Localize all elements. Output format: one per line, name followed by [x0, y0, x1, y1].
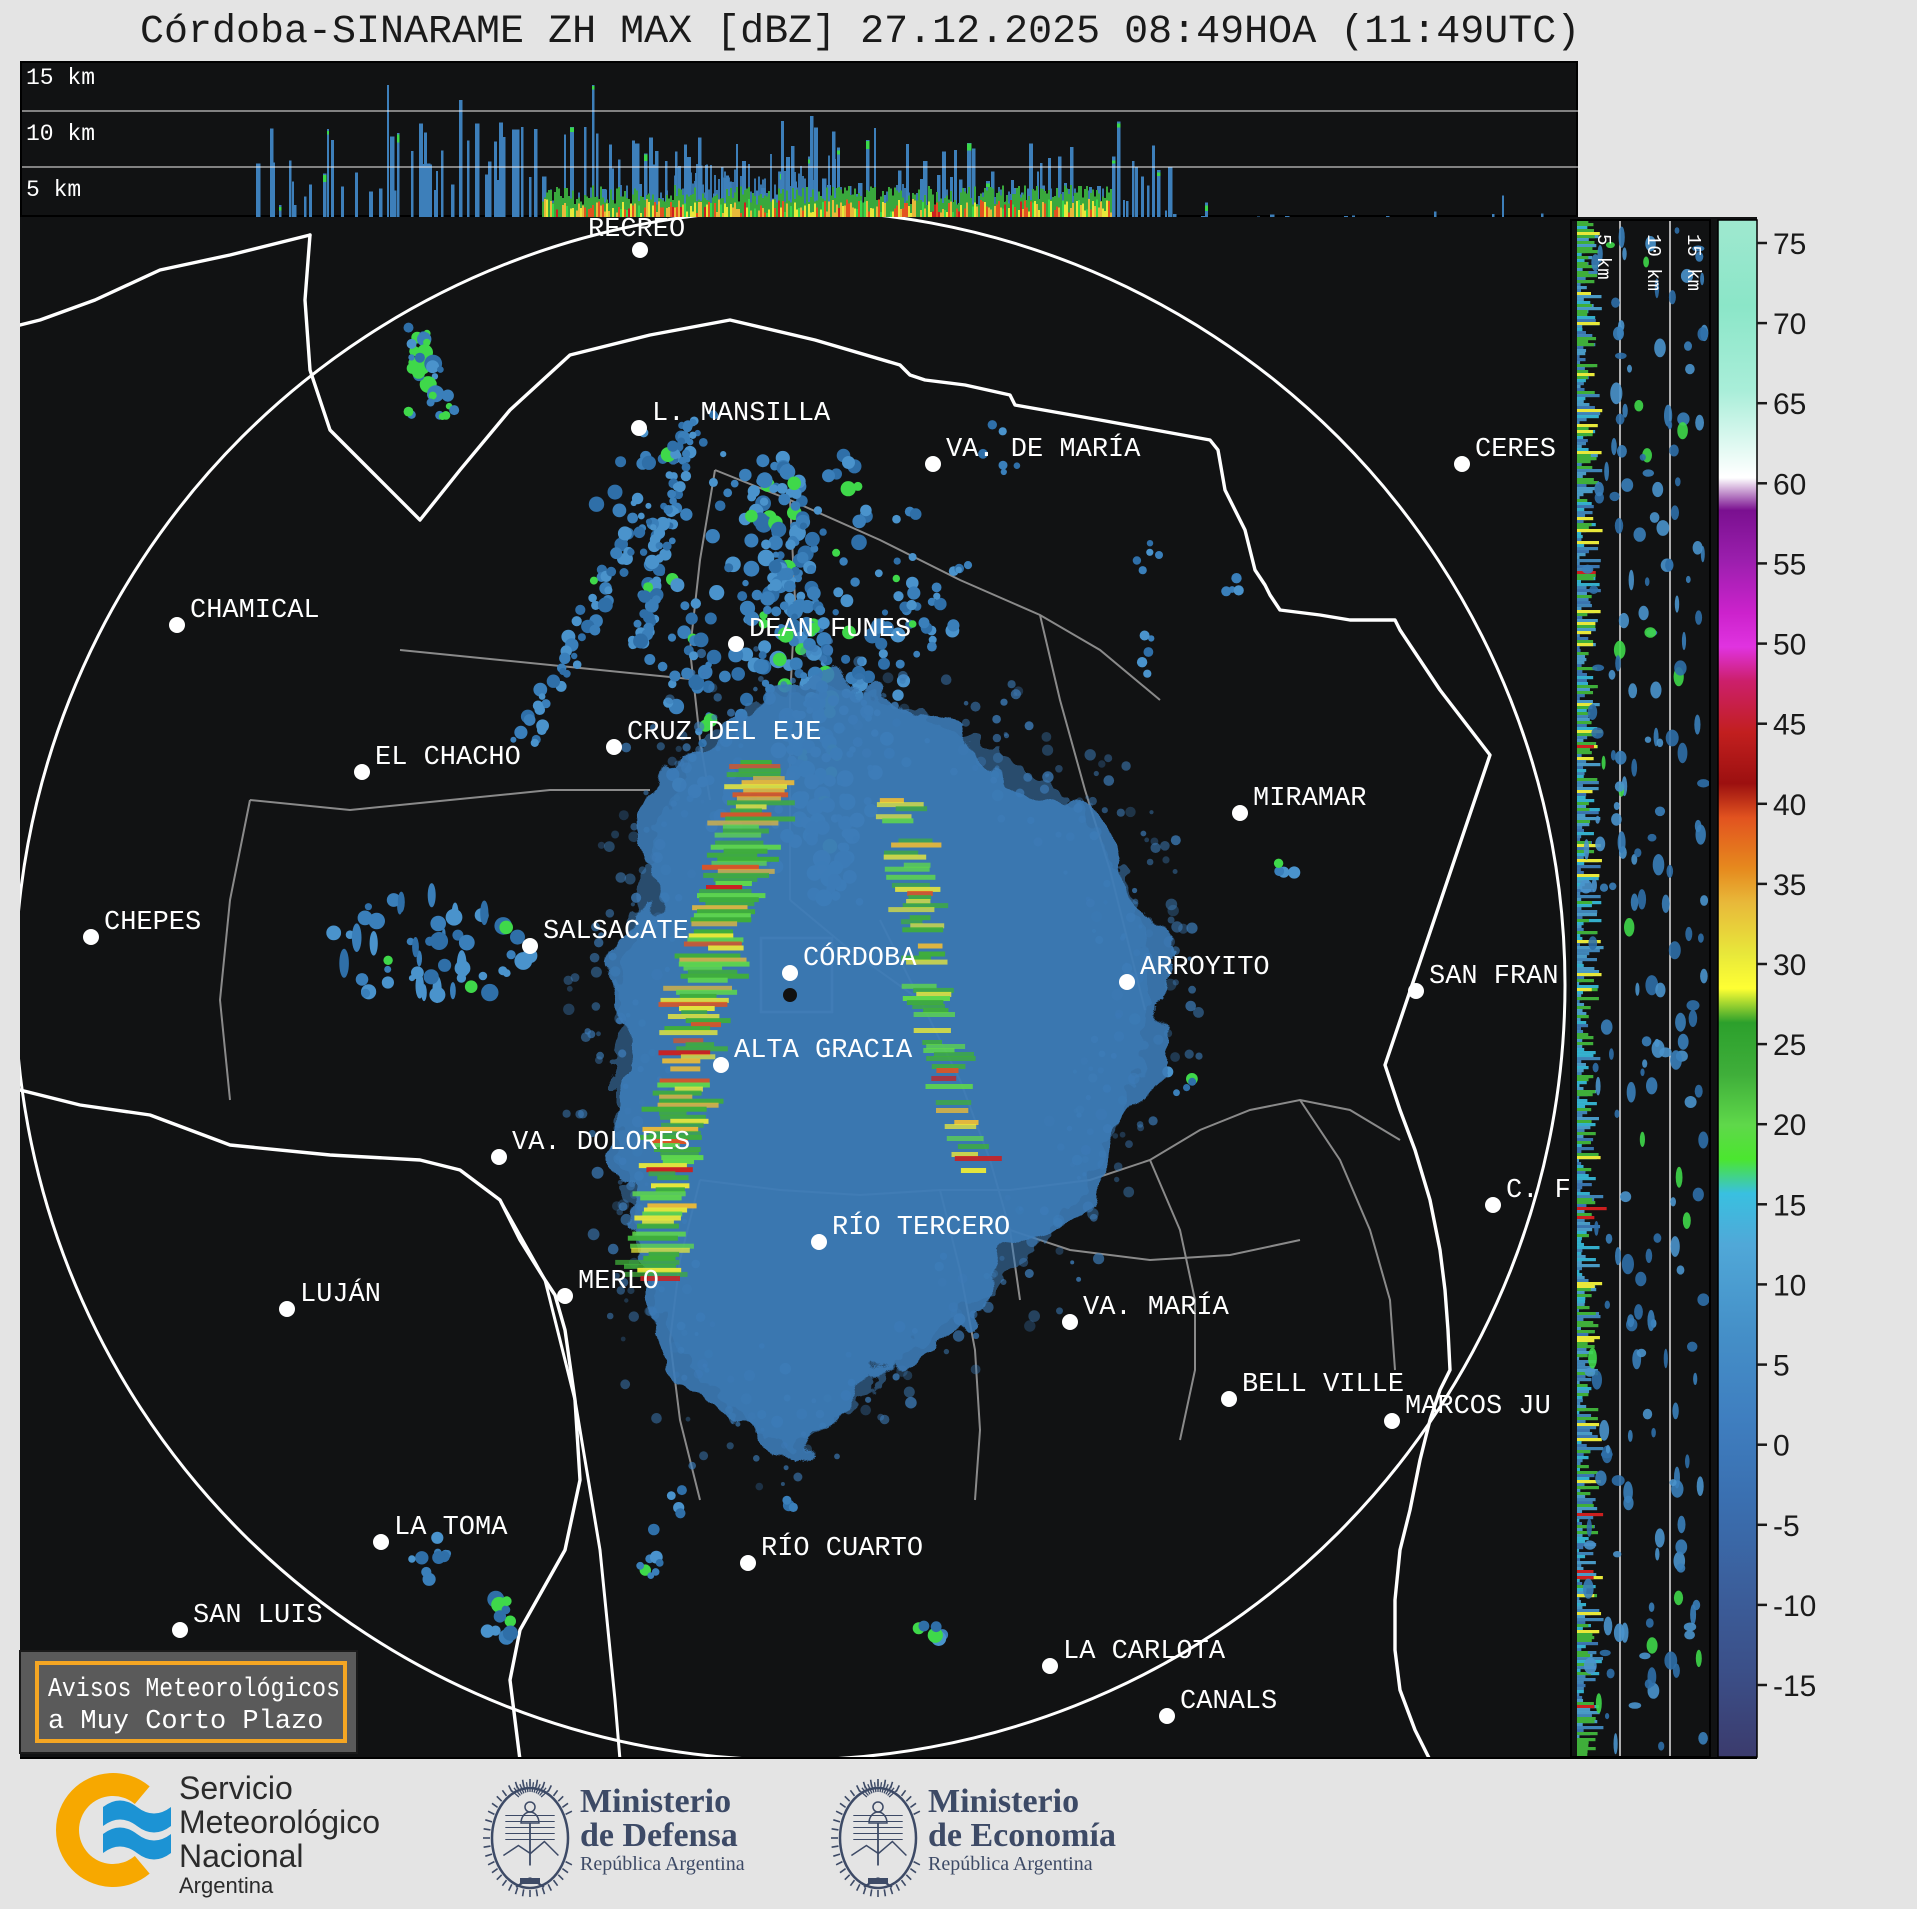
svg-text:República Argentina: República Argentina — [928, 1853, 1093, 1875]
svg-text:Ministerio: Ministerio — [928, 1783, 1079, 1820]
svg-text:Ministerio: Ministerio — [580, 1783, 731, 1820]
svg-text:de Defensa: de Defensa — [580, 1817, 738, 1854]
svg-text:de Economía: de Economía — [928, 1817, 1116, 1854]
svg-text:República Argentina: República Argentina — [580, 1853, 745, 1875]
